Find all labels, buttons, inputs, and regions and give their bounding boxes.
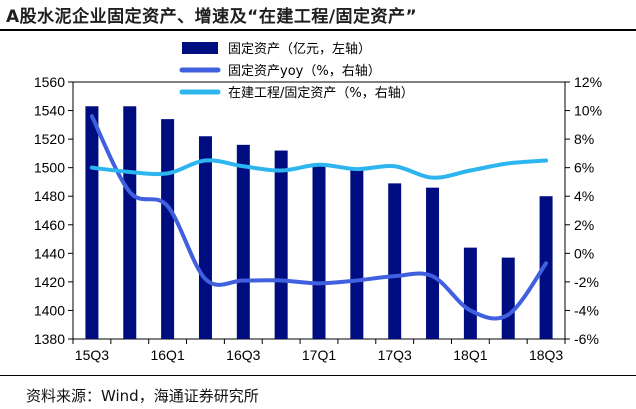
- bar: [85, 106, 99, 340]
- left-axis-label: 1500: [34, 160, 65, 176]
- title-divider: [0, 29, 636, 31]
- right-axis-label: 12%: [574, 74, 602, 90]
- x-axis-label: 18Q1: [453, 347, 487, 363]
- left-axis-label: 1480: [34, 188, 65, 204]
- x-axis-label: 18Q3: [529, 347, 563, 363]
- left-axis-label: 1460: [34, 217, 65, 233]
- bar: [198, 136, 212, 339]
- right-axis-label: 4%: [574, 188, 594, 204]
- right-axis-label: -2%: [574, 274, 599, 290]
- bar: [463, 247, 477, 339]
- legend: 固定资产（亿元，左轴） 固定资产yoy（%，右轴） 在建工程/固定资产（%，右轴）: [179, 42, 414, 101]
- bar: [501, 257, 515, 339]
- legend-swatch-bar: [182, 42, 218, 54]
- left-axis-label: 1400: [34, 302, 65, 318]
- legend-label: 在建工程/固定资产（%，右轴）: [228, 86, 414, 101]
- bar: [388, 183, 402, 339]
- right-axis-label: 2%: [574, 217, 594, 233]
- left-axis-label: 1420: [34, 274, 65, 290]
- right-axis-label: 6%: [574, 160, 594, 176]
- bar: [312, 163, 326, 339]
- footer-divider: [0, 375, 636, 376]
- bar: [539, 196, 553, 339]
- right-axis-label: 0%: [574, 245, 594, 261]
- right-axis-label: 10%: [574, 103, 602, 119]
- x-axis-label: 15Q3: [75, 347, 109, 363]
- legend-label: 固定资产yoy（%，右轴）: [228, 64, 381, 79]
- x-axis-label: 16Q1: [150, 347, 184, 363]
- bar: [123, 106, 137, 340]
- bars: [85, 106, 553, 340]
- x-axis-label: 17Q3: [378, 347, 412, 363]
- legend-label: 固定资产（亿元，左轴）: [228, 42, 371, 57]
- right-axis-label: -4%: [574, 302, 599, 318]
- source-note: 资料来源：Wind，海通证券研究所: [26, 387, 259, 405]
- left-axis-label: 1440: [34, 245, 65, 261]
- left-axis-label: 1380: [34, 331, 65, 347]
- axes: 1380 1400 1420 1440 1460 1480 1500 1520 1540 1560…: [34, 74, 602, 363]
- bar: [236, 144, 250, 339]
- bar: [161, 119, 175, 339]
- lines: [89, 114, 549, 321]
- left-axis-label: 1520: [34, 131, 65, 147]
- x-axis-label: 17Q1: [302, 347, 336, 363]
- bar: [274, 150, 288, 339]
- right-axis-label: 8%: [574, 131, 594, 147]
- left-axis-label: 1540: [34, 103, 65, 119]
- x-axis-label: 16Q3: [226, 347, 260, 363]
- chart-title: A股水泥企业固定资产、增速及“在建工程/固定资产”: [6, 7, 418, 27]
- right-axis-label: -6%: [574, 331, 599, 347]
- bar: [426, 187, 440, 339]
- bar: [350, 167, 364, 339]
- left-axis-label: 1560: [34, 74, 65, 90]
